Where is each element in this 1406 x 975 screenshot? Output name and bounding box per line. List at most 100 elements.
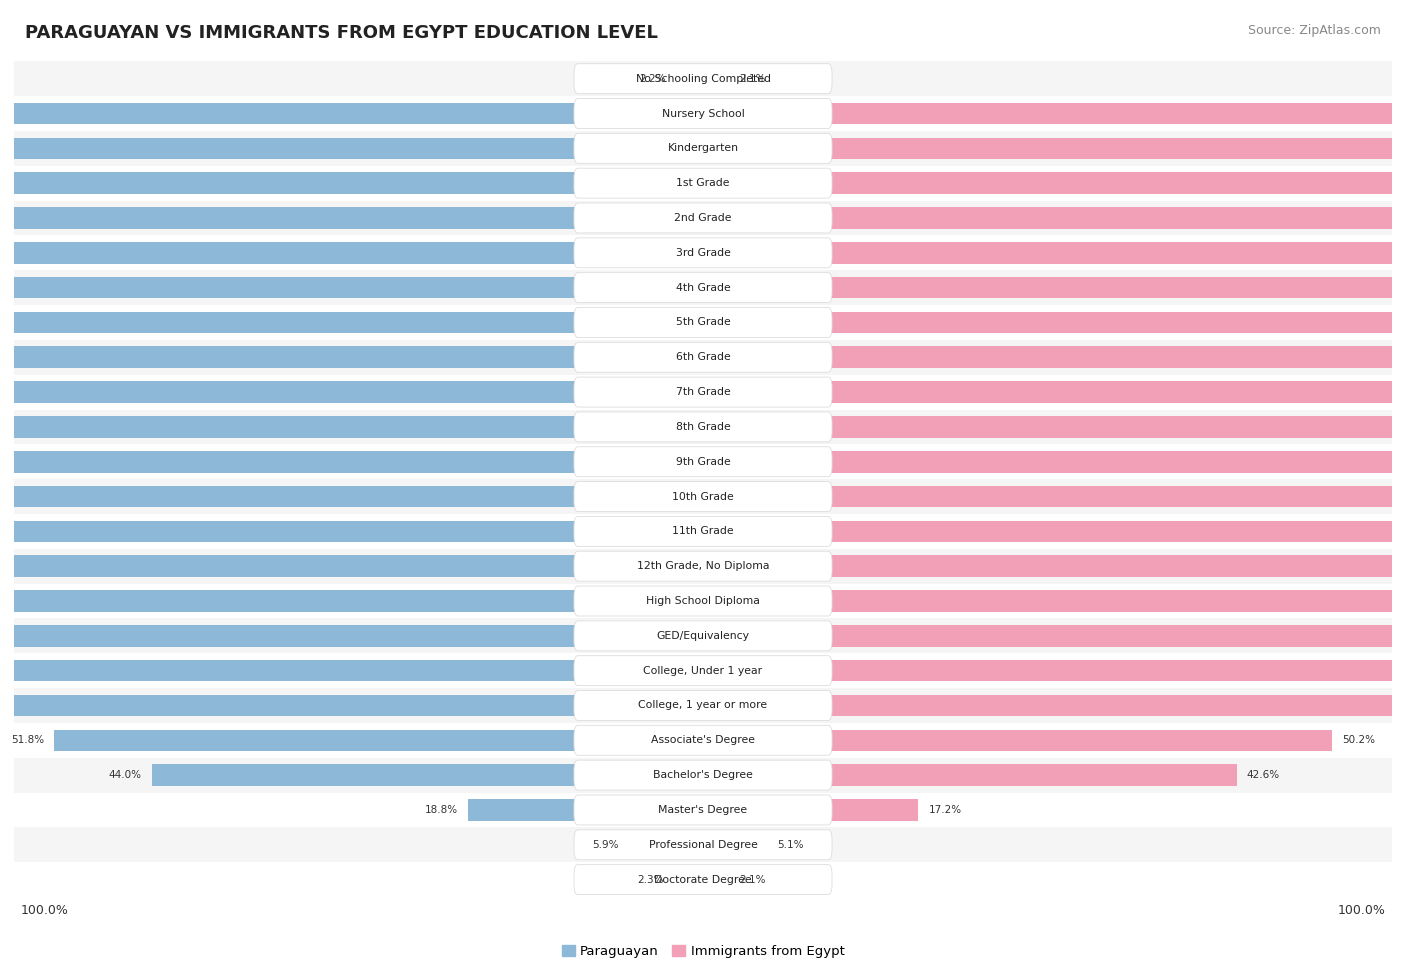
FancyBboxPatch shape bbox=[574, 63, 832, 94]
FancyBboxPatch shape bbox=[574, 690, 832, 721]
Legend: Paraguayan, Immigrants from Egypt: Paraguayan, Immigrants from Egypt bbox=[557, 940, 849, 963]
FancyBboxPatch shape bbox=[574, 482, 832, 512]
Text: 2.2%: 2.2% bbox=[638, 74, 665, 84]
Text: College, 1 year or more: College, 1 year or more bbox=[638, 700, 768, 711]
Text: 18.8%: 18.8% bbox=[425, 805, 457, 815]
Text: Doctorate Degree: Doctorate Degree bbox=[654, 875, 752, 884]
Text: 5th Grade: 5th Grade bbox=[676, 318, 730, 328]
Bar bbox=[0, 590, 703, 612]
Bar bbox=[14, 862, 1392, 897]
FancyBboxPatch shape bbox=[574, 760, 832, 790]
Bar bbox=[703, 137, 1406, 159]
Text: Professional Degree: Professional Degree bbox=[648, 839, 758, 850]
Bar bbox=[703, 800, 918, 821]
FancyBboxPatch shape bbox=[574, 168, 832, 198]
Text: 2.3%: 2.3% bbox=[638, 875, 664, 884]
Text: 2.1%: 2.1% bbox=[740, 74, 766, 84]
Bar bbox=[703, 694, 1406, 717]
Bar bbox=[703, 729, 1331, 751]
Bar bbox=[0, 416, 703, 438]
Text: 4th Grade: 4th Grade bbox=[676, 283, 730, 292]
Bar bbox=[14, 445, 1392, 479]
FancyBboxPatch shape bbox=[574, 134, 832, 163]
Bar bbox=[468, 800, 703, 821]
FancyBboxPatch shape bbox=[574, 655, 832, 685]
FancyBboxPatch shape bbox=[574, 342, 832, 372]
FancyBboxPatch shape bbox=[574, 203, 832, 233]
Bar bbox=[0, 556, 703, 577]
Text: PARAGUAYAN VS IMMIGRANTS FROM EGYPT EDUCATION LEVEL: PARAGUAYAN VS IMMIGRANTS FROM EGYPT EDUC… bbox=[25, 24, 658, 42]
Text: 100.0%: 100.0% bbox=[20, 905, 69, 917]
Bar bbox=[703, 208, 1406, 229]
Text: 6th Grade: 6th Grade bbox=[676, 352, 730, 363]
FancyBboxPatch shape bbox=[574, 377, 832, 408]
Text: Kindergarten: Kindergarten bbox=[668, 143, 738, 153]
Text: 8th Grade: 8th Grade bbox=[676, 422, 730, 432]
FancyBboxPatch shape bbox=[574, 98, 832, 129]
Bar bbox=[14, 479, 1392, 514]
Bar bbox=[152, 764, 703, 786]
Bar bbox=[0, 346, 703, 368]
Bar bbox=[0, 137, 703, 159]
Bar bbox=[703, 68, 730, 90]
Bar bbox=[0, 173, 703, 194]
Bar bbox=[14, 340, 1392, 374]
Text: GED/Equivalency: GED/Equivalency bbox=[657, 631, 749, 641]
Text: 17.2%: 17.2% bbox=[928, 805, 962, 815]
FancyBboxPatch shape bbox=[574, 517, 832, 546]
Bar bbox=[14, 166, 1392, 201]
Text: Bachelor's Degree: Bachelor's Degree bbox=[652, 770, 754, 780]
Text: 100.0%: 100.0% bbox=[1337, 905, 1386, 917]
Bar bbox=[14, 618, 1392, 653]
Text: 42.6%: 42.6% bbox=[1247, 770, 1279, 780]
Bar bbox=[703, 102, 1406, 125]
Bar bbox=[14, 722, 1392, 758]
Bar bbox=[14, 235, 1392, 270]
Text: 3rd Grade: 3rd Grade bbox=[675, 248, 731, 257]
Bar bbox=[14, 758, 1392, 793]
Text: 1st Grade: 1st Grade bbox=[676, 178, 730, 188]
Bar bbox=[14, 61, 1392, 97]
Bar bbox=[14, 374, 1392, 410]
Bar bbox=[703, 834, 766, 856]
Bar bbox=[0, 208, 703, 229]
Text: College, Under 1 year: College, Under 1 year bbox=[644, 666, 762, 676]
Bar bbox=[14, 828, 1392, 862]
Text: 11th Grade: 11th Grade bbox=[672, 526, 734, 536]
Bar bbox=[675, 869, 703, 890]
Text: 7th Grade: 7th Grade bbox=[676, 387, 730, 397]
Bar bbox=[0, 242, 703, 263]
Bar bbox=[703, 173, 1406, 194]
Bar bbox=[703, 450, 1406, 473]
Text: 44.0%: 44.0% bbox=[108, 770, 142, 780]
Bar bbox=[0, 277, 703, 298]
Bar bbox=[0, 486, 703, 507]
Text: 9th Grade: 9th Grade bbox=[676, 456, 730, 467]
Bar bbox=[675, 68, 703, 90]
Bar bbox=[0, 450, 703, 473]
FancyBboxPatch shape bbox=[574, 621, 832, 651]
Bar bbox=[55, 729, 703, 751]
Bar bbox=[0, 660, 703, 682]
Bar bbox=[0, 625, 703, 646]
Bar bbox=[0, 312, 703, 333]
Bar bbox=[14, 131, 1392, 166]
FancyBboxPatch shape bbox=[574, 725, 832, 756]
Text: 5.1%: 5.1% bbox=[778, 839, 803, 850]
Bar bbox=[14, 410, 1392, 445]
Bar bbox=[14, 584, 1392, 618]
Bar bbox=[703, 381, 1406, 403]
Bar bbox=[703, 764, 1237, 786]
FancyBboxPatch shape bbox=[574, 307, 832, 337]
Text: Master's Degree: Master's Degree bbox=[658, 805, 748, 815]
Text: Source: ZipAtlas.com: Source: ZipAtlas.com bbox=[1247, 24, 1381, 37]
Bar bbox=[14, 653, 1392, 688]
Bar bbox=[14, 97, 1392, 131]
Bar bbox=[703, 590, 1406, 612]
Text: 51.8%: 51.8% bbox=[11, 735, 44, 745]
Text: 50.2%: 50.2% bbox=[1341, 735, 1375, 745]
Text: 10th Grade: 10th Grade bbox=[672, 491, 734, 501]
Bar bbox=[703, 486, 1406, 507]
Text: High School Diploma: High School Diploma bbox=[647, 596, 759, 606]
FancyBboxPatch shape bbox=[574, 830, 832, 860]
